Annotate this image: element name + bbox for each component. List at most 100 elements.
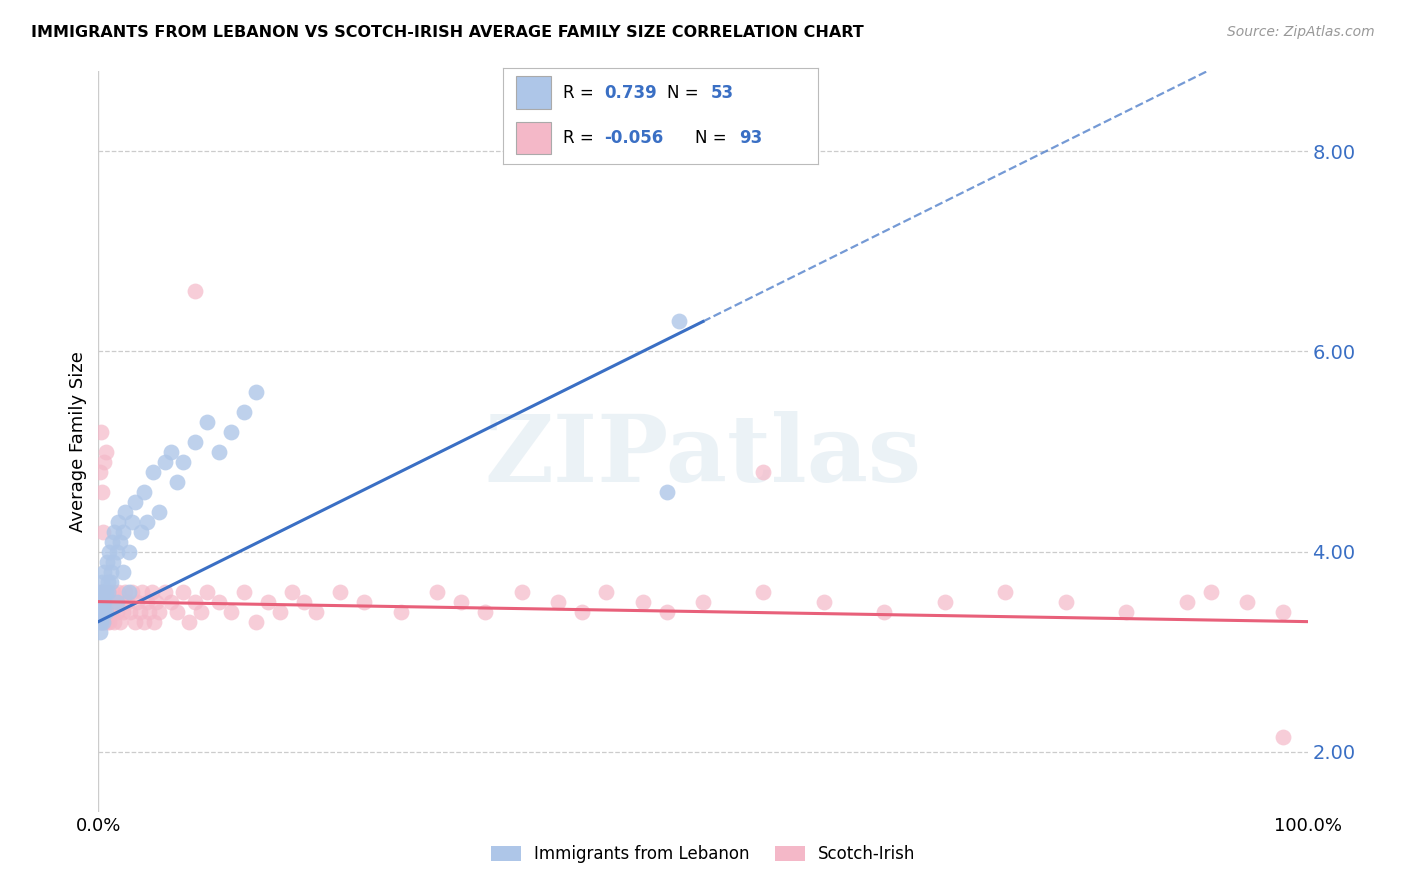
Point bbox=[89, 624, 111, 639]
Point bbox=[752, 465, 775, 479]
Point bbox=[245, 384, 267, 399]
Point bbox=[752, 584, 775, 599]
Point bbox=[450, 594, 472, 608]
Point bbox=[89, 465, 111, 479]
Point bbox=[94, 605, 117, 619]
Point bbox=[121, 515, 143, 529]
Point bbox=[91, 605, 114, 619]
Point bbox=[329, 584, 352, 599]
Point bbox=[281, 584, 304, 599]
Point bbox=[111, 565, 134, 579]
Point bbox=[97, 594, 120, 608]
Point bbox=[1054, 594, 1077, 608]
Point bbox=[90, 605, 112, 619]
Point bbox=[89, 615, 111, 629]
Point bbox=[190, 605, 212, 619]
Point bbox=[934, 594, 956, 608]
Point bbox=[89, 594, 111, 608]
Point bbox=[208, 594, 231, 608]
Point bbox=[510, 584, 533, 599]
Point bbox=[90, 425, 112, 439]
Point bbox=[124, 494, 146, 508]
Point bbox=[91, 615, 114, 629]
Point bbox=[90, 594, 112, 608]
Point bbox=[148, 605, 170, 619]
Point bbox=[292, 594, 315, 608]
Point bbox=[184, 594, 207, 608]
Point bbox=[179, 615, 201, 629]
Point bbox=[89, 584, 111, 599]
Point bbox=[195, 415, 218, 429]
Point bbox=[114, 584, 136, 599]
Point bbox=[107, 584, 129, 599]
Point bbox=[111, 524, 134, 539]
Point bbox=[91, 594, 114, 608]
Point bbox=[1236, 594, 1258, 608]
Point bbox=[98, 584, 121, 599]
Point bbox=[93, 605, 115, 619]
Point bbox=[93, 565, 115, 579]
Point bbox=[595, 584, 617, 599]
Point bbox=[143, 615, 166, 629]
Point bbox=[221, 605, 243, 619]
Text: IMMIGRANTS FROM LEBANON VS SCOTCH-IRISH AVERAGE FAMILY SIZE CORRELATION CHART: IMMIGRANTS FROM LEBANON VS SCOTCH-IRISH … bbox=[31, 25, 863, 40]
Point bbox=[129, 524, 152, 539]
Point bbox=[96, 555, 118, 569]
Point bbox=[100, 605, 122, 619]
Point bbox=[145, 594, 167, 608]
Point bbox=[813, 594, 835, 608]
Point bbox=[141, 584, 163, 599]
Point bbox=[994, 584, 1017, 599]
Point bbox=[90, 594, 112, 608]
Point bbox=[105, 544, 128, 558]
Point bbox=[571, 605, 593, 619]
Point bbox=[389, 605, 412, 619]
Point bbox=[1199, 584, 1222, 599]
Point bbox=[97, 584, 120, 599]
Point bbox=[91, 484, 114, 499]
Point bbox=[100, 565, 122, 579]
Point bbox=[91, 594, 114, 608]
Point bbox=[108, 534, 131, 549]
Point bbox=[110, 594, 132, 608]
Point bbox=[631, 594, 654, 608]
Point bbox=[105, 594, 128, 608]
Point bbox=[1272, 605, 1295, 619]
Point bbox=[94, 444, 117, 458]
Point bbox=[184, 434, 207, 449]
Point bbox=[91, 584, 114, 599]
Point bbox=[91, 524, 114, 539]
Point bbox=[426, 584, 449, 599]
Point bbox=[135, 515, 157, 529]
Point bbox=[474, 605, 496, 619]
Point bbox=[90, 584, 112, 599]
Point bbox=[692, 594, 714, 608]
Point bbox=[97, 605, 120, 619]
Point bbox=[93, 594, 115, 608]
Text: Source: ZipAtlas.com: Source: ZipAtlas.com bbox=[1227, 25, 1375, 39]
Point bbox=[93, 584, 115, 599]
Point bbox=[655, 484, 678, 499]
Point bbox=[94, 594, 117, 608]
Point bbox=[91, 605, 114, 619]
Point bbox=[166, 605, 188, 619]
Point bbox=[91, 574, 114, 589]
Point bbox=[655, 605, 678, 619]
Point bbox=[166, 475, 188, 489]
Point bbox=[97, 574, 120, 589]
Point bbox=[107, 515, 129, 529]
Point bbox=[100, 534, 122, 549]
Point bbox=[101, 555, 124, 569]
Point bbox=[232, 404, 254, 418]
Point bbox=[93, 454, 115, 468]
Point bbox=[1175, 594, 1198, 608]
Point bbox=[134, 484, 156, 499]
Y-axis label: Average Family Size: Average Family Size bbox=[69, 351, 87, 532]
Point bbox=[148, 505, 170, 519]
Point bbox=[1115, 605, 1137, 619]
Point bbox=[160, 594, 183, 608]
Point bbox=[98, 544, 121, 558]
Legend: Immigrants from Lebanon, Scotch-Irish: Immigrants from Lebanon, Scotch-Irish bbox=[484, 838, 922, 870]
Point bbox=[184, 285, 207, 299]
Point bbox=[103, 524, 125, 539]
